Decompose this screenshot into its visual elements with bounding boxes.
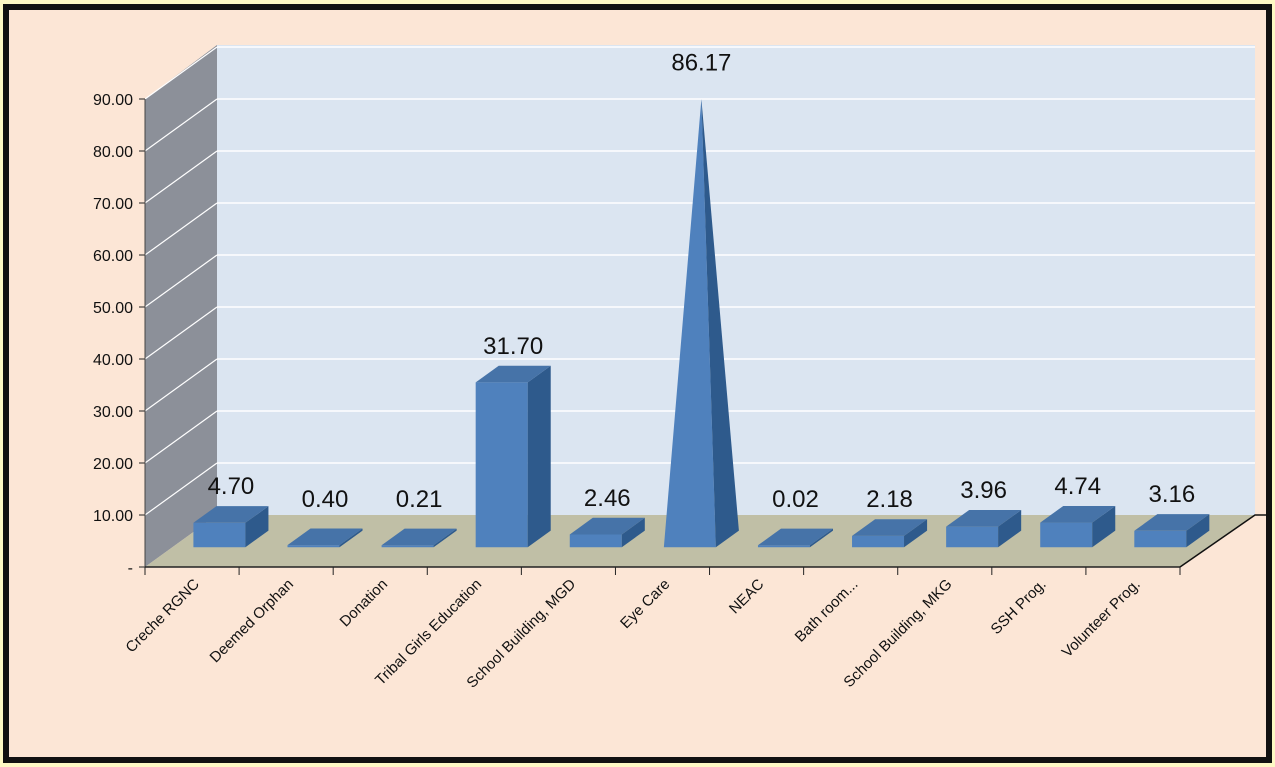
- y-tick-label: 30.00: [93, 404, 133, 421]
- bar: [1134, 514, 1210, 548]
- gridline-side: [144, 98, 218, 152]
- floor-edge: [1179, 514, 1269, 568]
- bar-side: [809, 528, 833, 548]
- gridlines: [144, 46, 1255, 516]
- data-label: 4.74: [1054, 473, 1101, 500]
- y-tick-label: 70.00: [93, 196, 133, 213]
- gridline-side: [144, 46, 218, 100]
- side-wall: [145, 45, 217, 567]
- y-tick-label: 80.00: [93, 144, 133, 161]
- gridline-side: [144, 410, 218, 464]
- bar-side: [998, 510, 1022, 548]
- bar: [757, 528, 833, 548]
- y-tick-label: 20.00: [93, 456, 133, 473]
- gridline-side: [144, 306, 218, 360]
- bar-top: [287, 528, 363, 546]
- y-tick-label: 10.00: [93, 508, 133, 525]
- data-label: 0.40: [302, 486, 349, 513]
- data-label: 2.18: [866, 486, 913, 513]
- bar-side: [339, 528, 363, 548]
- data-labels: 4.70 0.40 0.21 31.70 2.46 86.17 0.02 2.18 3.96 4.…: [208, 50, 1196, 514]
- bar-side: [904, 519, 928, 548]
- gridline-side: [144, 202, 218, 256]
- bar: [569, 517, 645, 548]
- bar-top: [757, 528, 833, 546]
- bar-side: [1092, 505, 1116, 548]
- bar-side: [701, 99, 739, 548]
- data-label: 0.21: [396, 486, 443, 513]
- bar-top: [475, 365, 551, 383]
- bar-top: [1134, 514, 1210, 531]
- data-label: 31.70: [483, 333, 543, 360]
- bar-front: [757, 545, 810, 548]
- data-label: 0.02: [772, 486, 819, 513]
- bar-front: [475, 382, 528, 548]
- bar-side: [433, 528, 457, 548]
- bar-front: [381, 545, 434, 548]
- bars: [193, 99, 1210, 548]
- bar-top: [569, 517, 645, 535]
- bar-front: [852, 535, 905, 548]
- bar: [381, 528, 457, 548]
- bar-front: [1134, 530, 1187, 548]
- bar-top: [852, 519, 928, 536]
- bar-side: [527, 365, 551, 548]
- bar: [1040, 505, 1116, 548]
- bar-side: [621, 517, 645, 548]
- bar-front: [569, 534, 622, 548]
- bar-front: [1040, 522, 1093, 548]
- y-tick-label: 60.00: [93, 248, 133, 265]
- plot-back-wall: [217, 45, 1255, 515]
- y-tick-label: 90.00: [93, 92, 133, 109]
- bar-front: [946, 526, 999, 548]
- data-label: 3.16: [1148, 481, 1195, 508]
- data-label: 4.70: [208, 473, 255, 500]
- bar-front: [663, 99, 716, 548]
- gridline-side: [144, 462, 218, 516]
- y-tick-label: 50.00: [93, 300, 133, 317]
- bar: [287, 528, 363, 548]
- bar-top: [1040, 505, 1116, 523]
- bar-side: [245, 506, 269, 548]
- bar-side: [1186, 514, 1210, 548]
- bar: [946, 510, 1022, 548]
- y-tick-label: 40.00: [93, 352, 133, 369]
- bar-top: [946, 510, 1022, 527]
- data-label: 86.17: [671, 50, 731, 77]
- bar-top: [381, 528, 457, 546]
- bar: [852, 519, 928, 548]
- gridline-side: [144, 358, 218, 412]
- data-label: 2.46: [584, 485, 631, 512]
- bar: [193, 506, 269, 548]
- y-axis: - 10.00 20.00 30.00 40.00 50.00 60.00 70.00 80.0…: [93, 92, 146, 577]
- y-tick-label: -: [128, 560, 133, 577]
- bar: [663, 99, 739, 548]
- gridline-side: [144, 254, 218, 308]
- gridline-side: [144, 150, 218, 204]
- data-label: 3.96: [960, 477, 1007, 504]
- bar-front: [287, 545, 340, 548]
- bar: [475, 365, 551, 548]
- bar-top: [193, 506, 269, 523]
- bar-front: [193, 522, 246, 548]
